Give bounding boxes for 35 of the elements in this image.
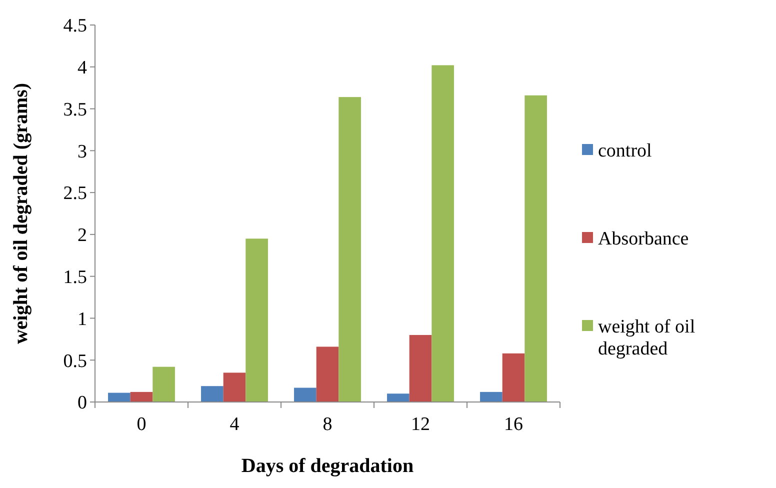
bar — [130, 392, 153, 402]
y-tick-label: 1.5 — [63, 266, 87, 288]
bar — [294, 388, 316, 402]
y-tick-label: 2.5 — [63, 183, 87, 204]
y-axis-title: weight of oil degraded (grams) — [10, 82, 32, 344]
x-axis-title: Days of degradation — [241, 455, 414, 477]
y-tick-label: 2 — [78, 225, 87, 246]
x-tick-label: 12 — [411, 414, 430, 435]
bar — [432, 65, 454, 402]
bar — [223, 372, 246, 402]
x-tick-label: 8 — [322, 414, 332, 435]
x-tick-label: 16 — [504, 414, 523, 435]
bar — [201, 386, 224, 402]
bar — [338, 97, 361, 402]
bar — [387, 394, 410, 402]
legend-label: control — [598, 140, 652, 162]
bar — [108, 392, 130, 402]
bar — [246, 238, 268, 402]
y-tick-label: 3 — [78, 141, 87, 162]
bar — [316, 346, 339, 402]
y-tick-label: 1 — [78, 308, 87, 330]
bar — [502, 353, 525, 402]
x-tick-label: 4 — [230, 414, 240, 435]
y-tick-label: 0.5 — [63, 350, 87, 372]
bar — [524, 95, 547, 402]
y-tick-label: 4 — [78, 58, 88, 79]
x-tick-label: 0 — [136, 414, 146, 435]
legend-label: Absorbance — [598, 228, 689, 250]
y-tick-label: 4.5 — [63, 16, 87, 37]
bar — [409, 334, 432, 402]
y-tick-label: 3.5 — [63, 99, 87, 120]
y-tick-label: 0 — [78, 392, 87, 414]
legend-label: weight of oil degraded — [598, 316, 696, 360]
bar — [480, 392, 502, 402]
bar — [152, 366, 175, 402]
